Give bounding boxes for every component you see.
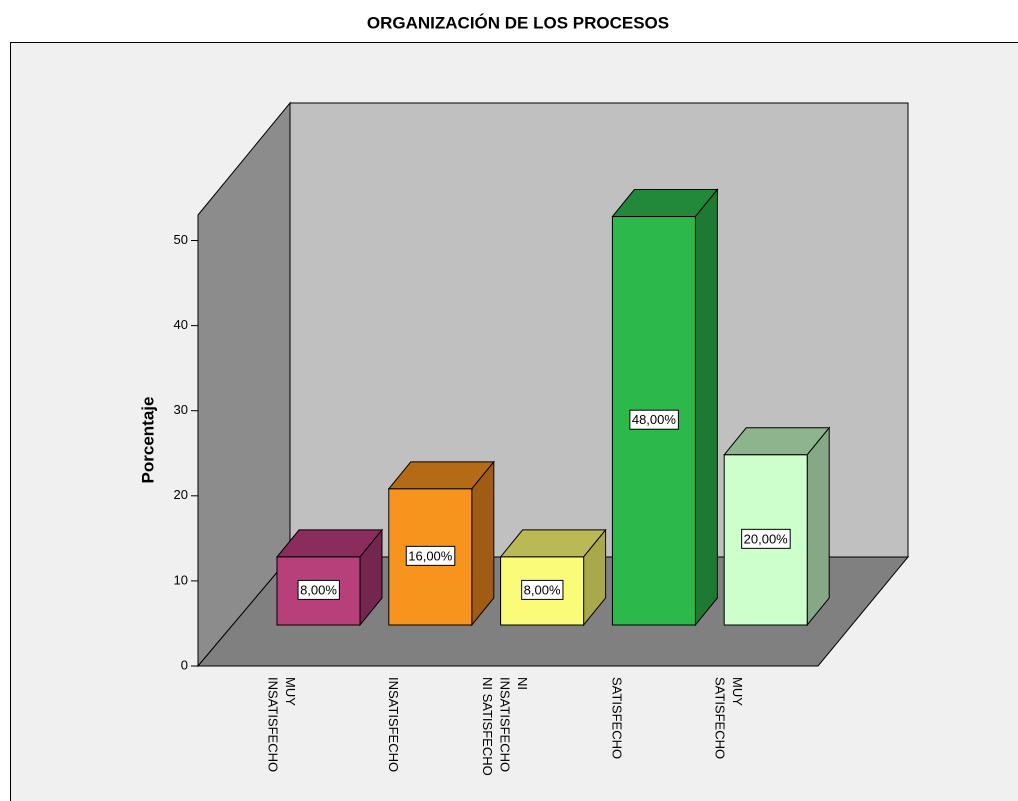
value-label: 16,00% — [408, 548, 453, 563]
x-tick-label: INSATISFECHO — [265, 677, 280, 772]
y-tick-label: 30 — [174, 402, 188, 417]
x-tick-label: NI SATISFECHO — [480, 677, 495, 776]
x-tick-label: MUY — [730, 677, 745, 706]
value-label-box — [741, 528, 791, 549]
value-label-box — [297, 579, 340, 600]
x-tick-label: SATISFECHO — [712, 677, 727, 759]
bar — [611, 188, 719, 627]
x-tick-label: SATISFECHO — [609, 677, 624, 759]
value-label: 8,00% — [524, 582, 561, 597]
bar — [723, 426, 831, 627]
bar — [499, 528, 607, 627]
x-tick-label: NI — [515, 677, 530, 690]
x-tick-label: INSATISFECHO — [386, 677, 401, 772]
bar-side — [694, 188, 718, 627]
y-axis-label: Porcentaje — [138, 397, 157, 484]
value-label-box — [521, 579, 564, 600]
value-label: 20,00% — [744, 531, 789, 546]
bar — [275, 528, 384, 627]
y-tick-label: 10 — [174, 572, 188, 587]
y-tick-label: 40 — [174, 317, 188, 332]
y-tick-label: 0 — [181, 657, 188, 672]
x-tick-label: INSATISFECHO — [498, 677, 513, 772]
y-tick-label: 50 — [174, 232, 188, 247]
value-label-box — [405, 545, 456, 566]
value-label: 48,00% — [632, 412, 677, 427]
value-label-box — [629, 409, 679, 430]
x-tick-label: MUY — [283, 677, 298, 706]
bar-side — [471, 460, 495, 627]
bar-side — [806, 426, 830, 627]
chart-title: ORGANIZACIÓN DE LOS PROCESOS — [367, 13, 669, 32]
y-tick-label: 20 — [174, 487, 188, 502]
bar — [387, 460, 495, 627]
value-label: 8,00% — [300, 582, 337, 597]
